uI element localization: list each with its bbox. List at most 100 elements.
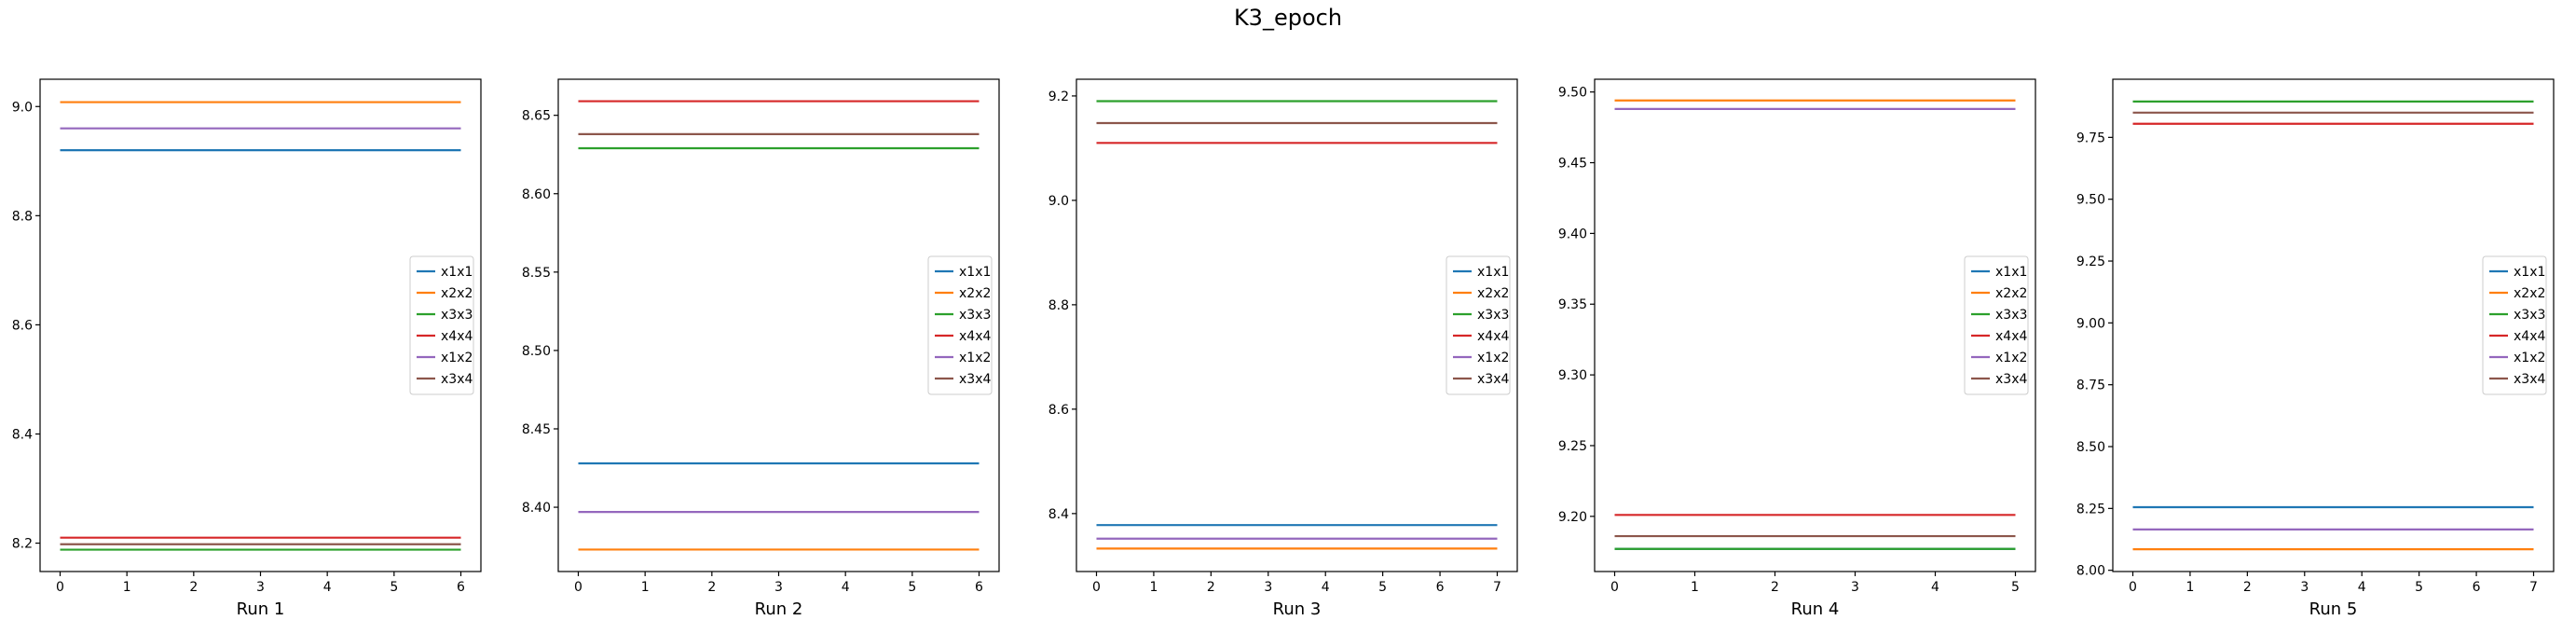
legend-box [2482, 255, 2547, 395]
x-tick-label: 1 [2185, 580, 2194, 595]
x-tick-label: 0 [574, 580, 582, 595]
x-tick-label: 0 [1610, 580, 1619, 595]
plot-frame [1076, 78, 1518, 572]
y-tick-label: 8.00 [2076, 564, 2105, 579]
legend-entry-x3x3: x3x3 [1995, 308, 2027, 323]
y-tick-label: 9.35 [1558, 297, 1587, 312]
x-tick-label: 7 [2529, 580, 2538, 595]
x-tick-label: 2 [2243, 580, 2252, 595]
legend-entry-x1x1: x1x1 [1477, 265, 1509, 280]
legend-entry-x3x3: x3x3 [441, 308, 473, 323]
figure-title: K3_epoch [1234, 5, 1342, 31]
legend-entry-x2x2: x2x2 [1995, 286, 2027, 301]
y-tick-label: 9.50 [1558, 86, 1587, 101]
x-tick-label: 3 [2300, 580, 2309, 595]
legend-entry-x1x2: x1x2 [441, 351, 473, 365]
x-tick-label: 2 [1207, 580, 1215, 595]
legend-entry-x3x3: x3x3 [959, 308, 991, 323]
x-tick-label: 5 [390, 580, 398, 595]
x-tick-label: 5 [1378, 580, 1387, 595]
legend-entry-x3x4: x3x4 [2514, 372, 2545, 387]
x-tick-label: 4 [842, 580, 850, 595]
plot-frame [2112, 78, 2555, 572]
y-tick-label: 8.8 [12, 209, 33, 224]
legend: x1x1 x2x2 x3x3 x4x4 x1x2 x3x4 [927, 255, 993, 395]
legend-entry-x3x4: x3x4 [1477, 372, 1509, 387]
y-tick-label: 8.50 [2076, 440, 2105, 455]
y-tick-label: 8.40 [522, 501, 551, 516]
x-tick-label: 3 [774, 580, 783, 595]
x-axis-label: Run 3 [1273, 599, 1322, 619]
subplot-3: 0 1 2 3 4 5 6 7 8.4 8.6 8.8 9.0 9.2 Run 3 x1x1 x2x2 x3x3… [1048, 78, 1518, 619]
y-tick-label: 9.00 [2076, 316, 2105, 331]
x-tick-label: 1 [123, 580, 131, 595]
legend: x1x1 x2x2 x3x3 x4x4 x1x2 x3x4 [1446, 255, 1511, 395]
legend-box [1446, 255, 1511, 395]
y-tick-label: 8.60 [522, 187, 551, 202]
legend-entry-x3x4: x3x4 [959, 372, 991, 387]
y-tick-label: 9.0 [1048, 194, 1069, 209]
y-tick-label: 8.75 [2076, 379, 2105, 393]
legend-entry-x3x3: x3x3 [2514, 308, 2545, 323]
legend-entry-x1x1: x1x1 [1995, 265, 2027, 280]
y-tick-label: 8.25 [2076, 502, 2105, 517]
x-axis-label: Run 2 [755, 599, 803, 619]
x-axis-label: Run 5 [2309, 599, 2358, 619]
plot-frame [1594, 78, 2036, 572]
legend: x1x1 x2x2 x3x3 x4x4 x1x2 x3x4 [1964, 255, 2029, 395]
subplot-4: 0 1 2 3 4 5 9.20 9.25 9.30 9.35 9.40 9.45 9.50 Run 4 x… [1558, 78, 2036, 619]
x-axis-label: Run 1 [237, 599, 285, 619]
y-tick-label: 9.20 [1558, 510, 1587, 525]
y-tick-label: 8.2 [12, 537, 33, 552]
y-tick-label: 8.65 [522, 109, 551, 124]
legend-entry-x4x4: x4x4 [441, 329, 473, 344]
y-tick-label: 8.8 [1048, 298, 1069, 313]
legend-entry-x1x1: x1x1 [441, 265, 473, 280]
legend-box [409, 255, 474, 395]
x-tick-label: 6 [2473, 580, 2481, 595]
y-tick-label: 9.25 [2076, 255, 2105, 269]
x-tick-label: 2 [1771, 580, 1779, 595]
y-tick-label: 8.4 [12, 427, 33, 442]
x-tick-label: 5 [2415, 580, 2423, 595]
x-tick-label: 0 [56, 580, 64, 595]
x-tick-label: 2 [707, 580, 716, 595]
subplot-5: 0 1 2 3 4 5 6 7 8.00 8.25 8.50 8.75 9.00 9.25 9.50 9.75… [2076, 78, 2555, 619]
x-tick-label: 3 [1851, 580, 1859, 595]
x-tick-label: 1 [1149, 580, 1158, 595]
x-tick-label: 4 [1322, 580, 1330, 595]
legend-entry-x2x2: x2x2 [441, 286, 473, 301]
y-tick-label: 8.6 [1048, 403, 1069, 418]
y-tick-label: 8.6 [12, 318, 33, 333]
legend-entry-x1x1: x1x1 [959, 265, 991, 280]
y-tick-label: 9.45 [1558, 157, 1587, 172]
legend-entry-x4x4: x4x4 [1995, 329, 2027, 344]
x-tick-label: 6 [1436, 580, 1445, 595]
x-tick-label: 7 [1493, 580, 1501, 595]
y-tick-label: 8.50 [522, 344, 551, 359]
legend-entry-x2x2: x2x2 [1477, 286, 1509, 301]
x-tick-label: 6 [457, 580, 465, 595]
legend-entry-x3x4: x3x4 [1995, 372, 2027, 387]
y-tick-label: 9.0 [12, 100, 33, 115]
x-tick-label: 4 [323, 580, 332, 595]
y-tick-label: 9.30 [1558, 368, 1587, 383]
x-tick-label: 0 [1092, 580, 1101, 595]
x-tick-label: 6 [975, 580, 983, 595]
legend-entry-x1x2: x1x2 [1995, 351, 2027, 365]
y-tick-label: 9.2 [1048, 90, 1069, 104]
y-tick-label: 9.50 [2076, 193, 2105, 208]
legend-box [927, 255, 993, 395]
legend: x1x1 x2x2 x3x3 x4x4 x1x2 x3x4 [409, 255, 474, 395]
x-tick-label: 1 [1691, 580, 1699, 595]
legend-entry-x4x4: x4x4 [2514, 329, 2545, 344]
x-tick-label: 2 [189, 580, 198, 595]
legend-entry-x3x4: x3x4 [441, 372, 473, 387]
x-axis-label: Run 4 [1791, 599, 1840, 619]
legend: x1x1 x2x2 x3x3 x4x4 x1x2 x3x4 [2482, 255, 2547, 395]
y-tick-label: 9.75 [2076, 131, 2105, 145]
x-tick-label: 5 [2011, 580, 2020, 595]
y-tick-label: 9.40 [1558, 227, 1587, 241]
